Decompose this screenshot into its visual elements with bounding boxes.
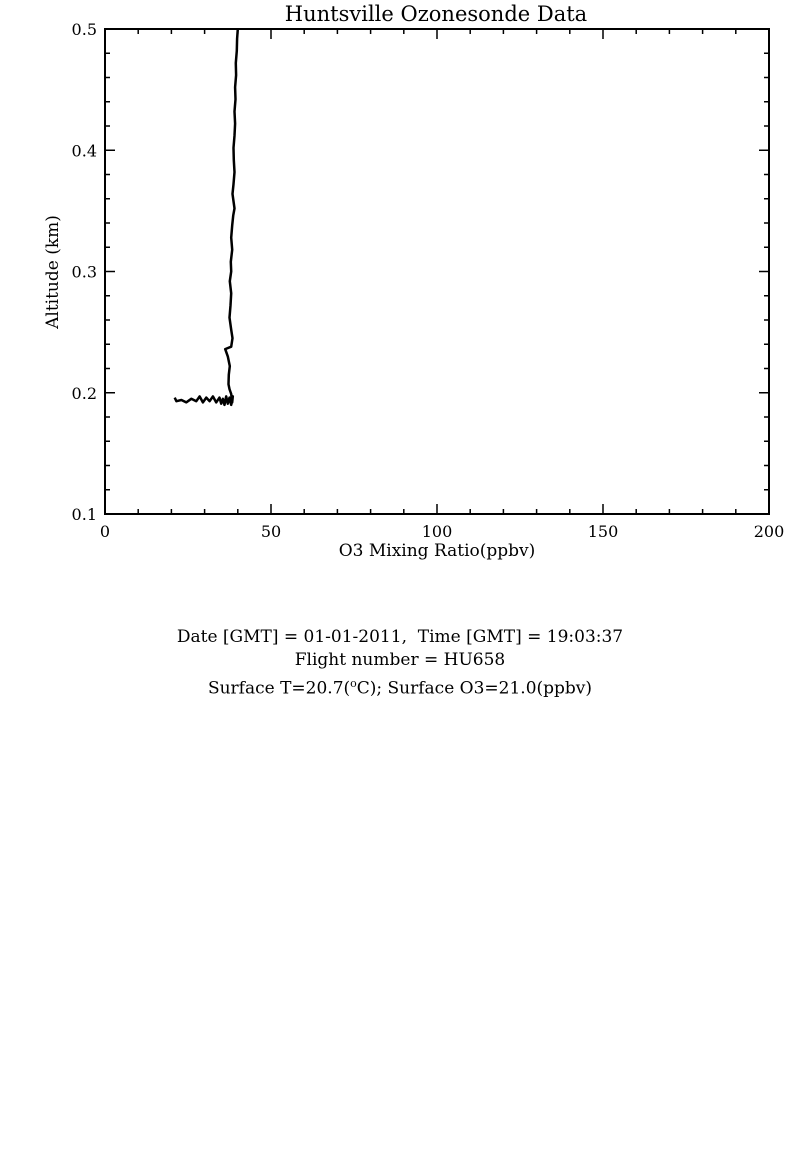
y-tick-label: 0.3 [72, 263, 97, 282]
flight-number-line: Flight number = HU658 [294, 650, 506, 670]
axis-tick-labels: 0 50 100 150 200 0.1 0.2 0.3 0.4 0.5 [72, 20, 785, 541]
x-tick-label: 150 [588, 522, 619, 541]
x-axis-label: O3 Mixing Ratio(ppbv) [339, 541, 536, 561]
y-axis-label: Altitude (km) [43, 215, 63, 330]
x-tick-label: 0 [100, 522, 110, 541]
flight-info: Date [GMT] = 01-01-2011, Time [GMT] = 19… [0, 626, 800, 701]
x-tick-label: 200 [754, 522, 785, 541]
y-tick-label: 0.2 [72, 384, 97, 403]
x-tick-label: 50 [261, 522, 281, 541]
x-tick-label: 100 [422, 522, 453, 541]
date-time-line: Date [GMT] = 01-01-2011, Time [GMT] = 19… [176, 627, 624, 647]
y-tick-label: 0.1 [72, 505, 97, 524]
ozone-profile-line [173, 28, 240, 407]
plot-frame [104, 28, 770, 515]
ozone-chart: Huntsville Ozonesonde Data 0 50 100 150 2000… [43, 2, 785, 561]
chart-title: Huntsville Ozonesonde Data [285, 2, 587, 26]
surface-line: Surface T=20.7(oC); Surface O3=21.0(ppbv… [207, 677, 593, 699]
y-tick-label: 0.4 [72, 141, 97, 160]
axis-ticks [104, 28, 770, 515]
y-tick-label: 0.5 [72, 20, 97, 39]
